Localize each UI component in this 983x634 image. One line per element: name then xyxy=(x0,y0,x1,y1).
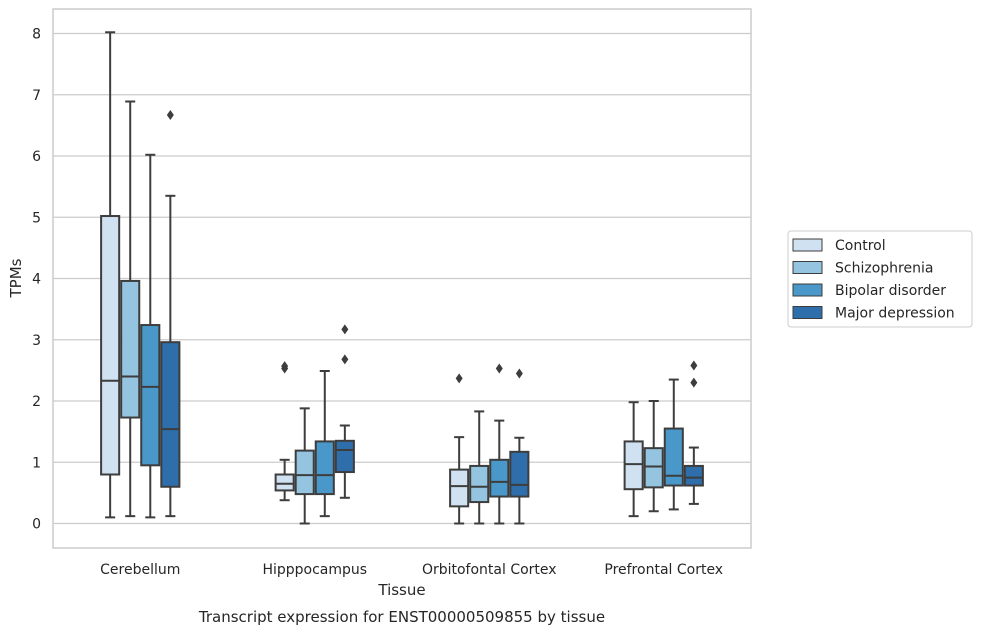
y-tick-label: 1 xyxy=(32,455,41,471)
box-iqr xyxy=(274,473,295,492)
box-iqr xyxy=(160,341,181,488)
y-tick-label: 6 xyxy=(32,149,41,165)
outlier-point xyxy=(341,324,349,335)
legend-label: Schizophrenia xyxy=(835,261,933,277)
box-bipolar-disorder xyxy=(489,363,510,525)
box-control xyxy=(623,401,644,518)
x-tick-label: Hipppocampus xyxy=(262,562,367,578)
legend-swatch xyxy=(792,261,823,274)
legend-label: Major depression xyxy=(835,306,955,322)
legend-label: Control xyxy=(835,238,886,254)
y-tick-label: 3 xyxy=(32,333,41,349)
box-major-depression xyxy=(334,324,355,499)
box-control xyxy=(449,373,470,525)
legend-swatch xyxy=(792,238,823,252)
x-tick-labels: Cerebellum Hipppocampus Orbitofontal Corte… xyxy=(100,562,723,578)
legend-swatch xyxy=(792,283,823,297)
outlier-point xyxy=(455,373,463,384)
boxes xyxy=(100,31,704,525)
x-tick-label: Orbitofontal Cortex xyxy=(422,562,557,578)
y-tick-label: 5 xyxy=(32,210,41,226)
box-iqr xyxy=(294,449,315,496)
legend-swatch xyxy=(792,306,823,319)
y-tick-label: 2 xyxy=(32,394,41,410)
legend-label: Bipolar disorder xyxy=(835,283,946,299)
box-iqr xyxy=(683,464,704,487)
box-iqr xyxy=(334,439,355,474)
chart-caption: Transcript expression for ENST0000050985… xyxy=(198,608,605,626)
box-iqr xyxy=(120,279,141,419)
box-schizophrenia xyxy=(643,400,664,513)
box-iqr xyxy=(623,440,644,491)
box-control xyxy=(100,31,121,519)
outlier-point xyxy=(341,354,349,365)
box-major-depression xyxy=(683,360,704,505)
box-iqr xyxy=(469,464,490,504)
outlier-point xyxy=(166,109,174,120)
box-iqr xyxy=(140,324,161,467)
outlier-point xyxy=(515,368,523,379)
y-tick-label: 0 xyxy=(32,517,41,533)
box-iqr xyxy=(663,427,684,487)
outlier-point xyxy=(281,361,289,372)
box-bipolar-disorder xyxy=(140,153,161,519)
legend: Control Schizophrenia Bipolar disorder Majo… xyxy=(787,230,973,328)
x-axis-label: Tissue xyxy=(377,581,425,599)
plot-frame xyxy=(52,8,752,549)
y-tick-label: 4 xyxy=(32,272,41,288)
box-iqr xyxy=(314,440,335,496)
outlier-point xyxy=(690,377,698,388)
outlier-point xyxy=(495,363,503,374)
box-iqr xyxy=(509,450,530,498)
x-tick-label: Cerebellum xyxy=(100,562,180,578)
box-iqr xyxy=(449,468,470,508)
box-iqr xyxy=(643,447,664,489)
box-control xyxy=(274,361,295,502)
y-axis-label: TPMs xyxy=(7,258,25,298)
outlier-point xyxy=(690,360,698,371)
y-tick-label: 8 xyxy=(32,27,41,43)
x-tick-label: Prefrontal Cortex xyxy=(604,562,723,578)
y-tick-labels: 0 1 2 3 4 5 6 7 8 xyxy=(32,27,41,533)
legend-frame xyxy=(787,230,973,328)
box-major-depression xyxy=(160,109,181,518)
box-schizophrenia xyxy=(120,100,141,518)
y-tick-label: 7 xyxy=(32,88,41,104)
box-major-depression xyxy=(509,368,530,525)
box-bipolar-disorder xyxy=(314,369,335,518)
box-bipolar-disorder xyxy=(663,378,684,511)
box-iqr xyxy=(489,458,510,498)
box-iqr xyxy=(100,215,121,476)
box-schizophrenia xyxy=(469,410,490,525)
box-schizophrenia xyxy=(294,407,315,525)
